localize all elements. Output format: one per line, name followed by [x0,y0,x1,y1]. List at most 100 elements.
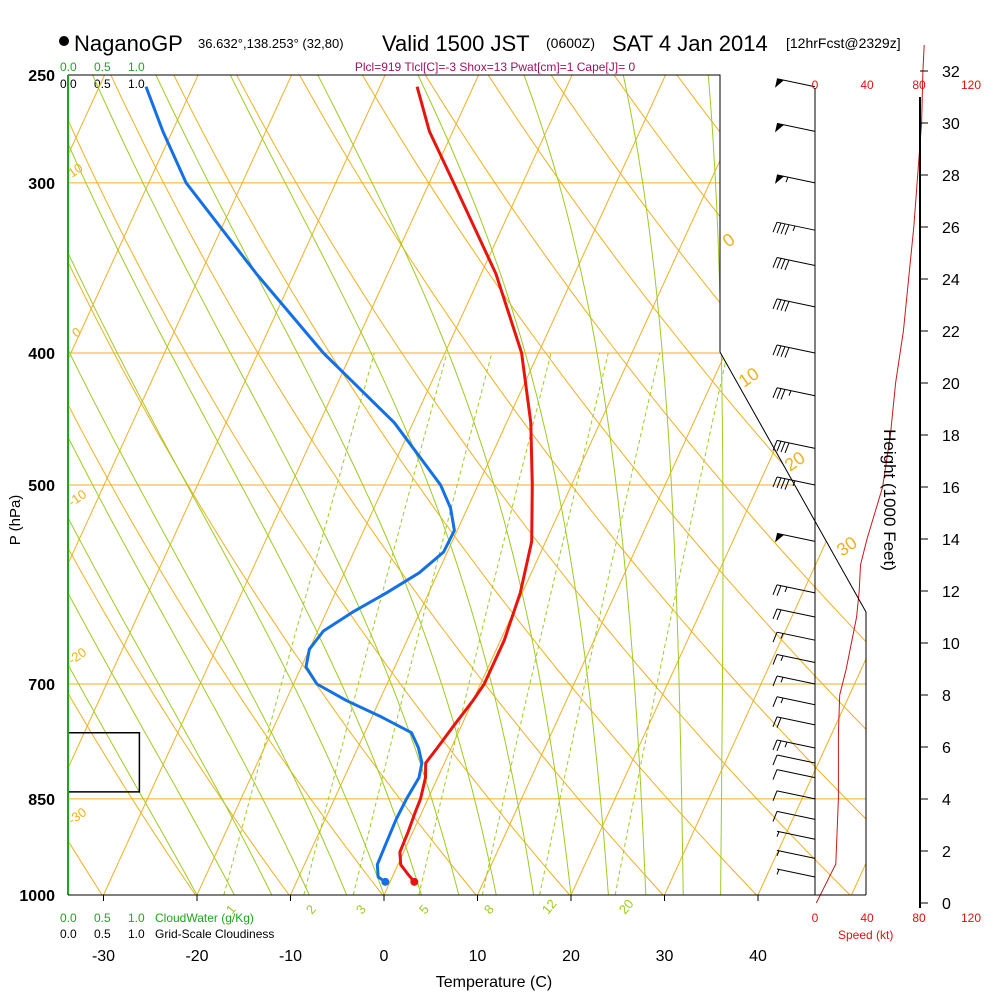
y-axis-title: P (hPa) [7,495,24,546]
forecast-info: [12hrFcst@2329z] [786,35,901,51]
moist-adiabat-line [68,75,348,895]
temperature-tick-label: -10 [279,948,302,965]
wind-barb-half [780,633,784,639]
mixing-ratio-line [481,352,609,895]
wind-barb-staff [776,476,816,486]
wind-barb [775,122,816,133]
wind-barb [775,174,816,184]
speed-tick-label: 120 [961,911,981,925]
wind-barb-full [780,346,786,357]
height-tick-label: 6 [942,740,951,757]
temperature-tick-label: -30 [92,948,115,965]
wind-barb [772,344,816,358]
moist-adiabat-line [68,75,235,895]
wind-barb-half [792,225,796,232]
wind-barb-staff [776,810,816,820]
wind-barb-flag [775,78,784,88]
wind-barb-full [784,301,790,312]
dry-adiabat-line [68,75,383,895]
height-tick-label: 8 [942,688,951,705]
mixing-ratio-line [614,352,728,895]
wind-barb-full [776,477,782,489]
sounding-profiles [68,86,534,886]
dry-adiabat-label: 10 [65,160,85,181]
wind-barb-full [776,717,782,728]
cloudwater-scale-top: 0.0 0.5 1.0 [60,60,145,74]
wind-barb [772,257,816,271]
dry-adiabat-line [68,75,290,895]
speed-tick-label: 0 [812,78,819,92]
moist-adiabat-line [68,75,273,895]
height-tick-label: 14 [942,532,960,549]
wind-barb-full [772,632,778,643]
height-tick-label: 26 [942,220,960,237]
wind-barb-staff [776,221,816,231]
dry-adiabat-line [361,75,866,895]
wind-barb [775,78,816,88]
wind-barb [772,696,816,707]
wind-barb-staff [776,849,816,859]
wind-barb [772,608,816,621]
wind-barb [775,532,816,543]
station-name: NaganoGP [74,31,183,56]
pressure-tick-label: 250 [28,68,55,85]
wind-barb-full [772,584,778,596]
wind-barb-full [776,388,782,399]
moist-adiabat-line [68,75,198,895]
wind-barb [772,439,816,454]
cloudiness-scale-top: 0.0 0.5 1.0 [60,77,145,91]
dry-adiabat-line [299,75,866,895]
height-panel [815,44,925,904]
temperature-tick-label: 0 [380,948,389,965]
speed-tick-label: 40 [860,78,874,92]
wind-barb-staff [776,298,816,308]
temperature-tick-label: 30 [656,948,674,965]
clipped-background [68,75,866,895]
cloudwater-tick: 1.0 [128,60,145,74]
temperature-tick-label: 10 [469,948,487,965]
mixing-ratio-line [303,352,448,895]
speed-tick-label: 80 [912,911,926,925]
wind-barb-staff [776,608,816,618]
chart-axes: -30 -20 -10 0 10 20 30 402503004005007008501000… [19,64,981,965]
wind-barb-full [780,300,786,311]
wind-barb-full [772,739,778,751]
valid-date: SAT 4 Jan 2014 [612,31,768,56]
wind-barb-full [772,298,778,310]
speed-tick-label: 120 [961,78,981,92]
height-axis-title: Height (1000 Feet) [880,429,899,571]
pressure-tick-label: 700 [28,677,55,694]
cloudwater-tick: 0.0 [60,60,77,74]
wind-barb-column [772,78,816,878]
wind-barb [772,716,816,728]
height-tick-label: 4 [942,792,951,809]
pressure-tick-label: 1000 [19,888,55,905]
wind-barb-full [772,654,778,665]
wind-barb-staff [776,257,816,267]
wind-barb-full [776,299,782,310]
wind-barb [776,830,816,840]
wind-barb-staff [776,769,816,779]
wind-barb [772,298,816,312]
height-tick-label: 22 [942,324,960,341]
wind-barb [772,810,816,822]
temperature-line [398,86,534,883]
wind-barb [772,387,816,400]
wind-barb-full [772,476,778,488]
temperature-tick-label: 40 [749,948,767,965]
cloudwater-tick: 1.0 [128,911,145,925]
wind-barb-half [780,655,784,661]
wind-barb-staff [776,739,816,749]
wind-barb-staff [776,830,816,840]
height-tick-label: 24 [942,272,960,289]
plot-frame-right [719,351,867,895]
valid-time: Valid 1500 JST [382,31,530,56]
wind-barb-full [784,442,790,454]
wind-barb-staff [776,716,816,726]
wind-barb-half [776,831,780,837]
dry-adiabat-line [424,75,866,895]
moist-adiabat-line [68,75,422,895]
wind-barb [772,739,816,752]
wind-barb-full [772,222,778,233]
wind-barb-full [780,441,786,453]
